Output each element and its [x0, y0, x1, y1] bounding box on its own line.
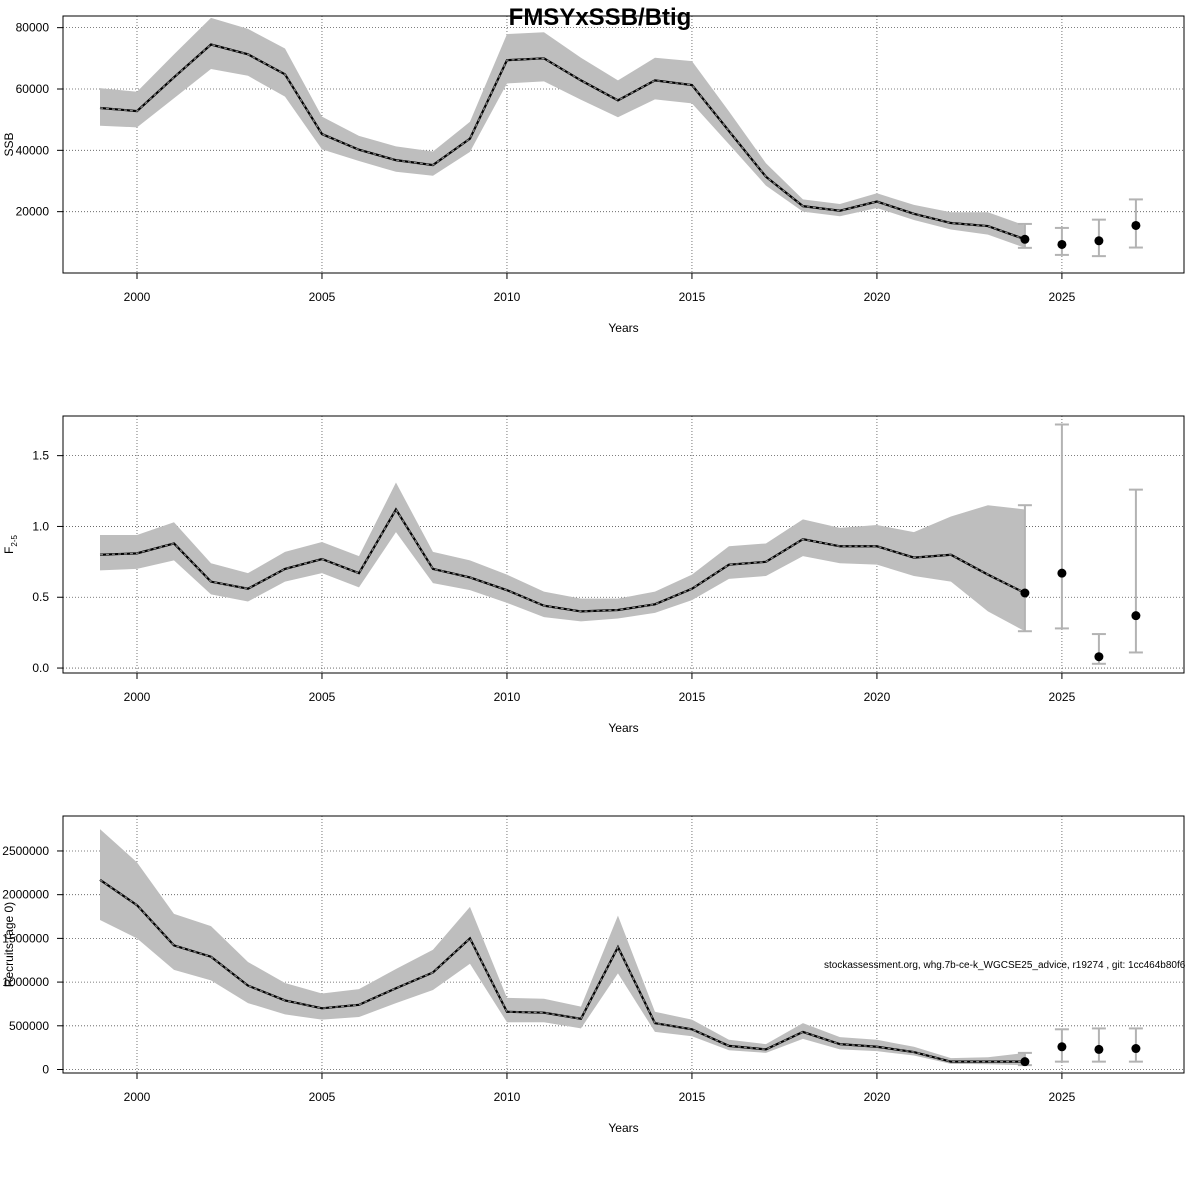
f-y-tick-label: 1.0 [32, 519, 49, 533]
recruits-x-tick-label: 2000 [124, 1090, 151, 1104]
fishing-mortality-panel: 2000 2005 2010 2015 2020 2025 0.0 0.5 1.0 1.5 Year… [2, 415, 1185, 735]
recruits-y-tick-label: 2000000 [2, 888, 49, 902]
recruits-x-tick-label: 2015 [679, 1090, 706, 1104]
recruitment-panel: 2000 2005 2010 2015 2020 2025 0 500000 1000000 15… [2, 815, 1185, 1135]
ssb-x-tick-label: 2005 [309, 290, 336, 304]
f-plot-frame [62, 415, 1185, 674]
recruits-x-tick-label: 2025 [1049, 1090, 1076, 1104]
recruits-x-tick-label: 2020 [864, 1090, 891, 1104]
ssb-x-tick-label: 2025 [1049, 290, 1076, 304]
ssb-confidence-band [99, 17, 1025, 248]
f-y-tick-label: 1.5 [32, 449, 49, 463]
recruits-forecast-point [1020, 1057, 1030, 1067]
ssb-plot-frame [62, 15, 1185, 274]
f-forecast-point [1020, 588, 1030, 598]
recruits-y-axis-label: Recruits (age 0) [2, 902, 16, 987]
f-confidence-band [99, 482, 1025, 632]
ssb-panel: 2000 2005 2010 2015 2020 2025 20000 40000 60000 8… [2, 15, 1185, 335]
recruits-y-tick-label: 0 [42, 1063, 49, 1077]
f-x-tick-label: 2025 [1049, 690, 1076, 704]
recruits-confidence-band [99, 829, 1025, 1066]
f-x-tick-label: 2005 [309, 690, 336, 704]
recruits-x-tick-label: 2010 [494, 1090, 521, 1104]
ssb-x-axis-label: Years [608, 321, 638, 335]
ssb-estimate-line-dash [99, 43, 1026, 240]
f-x-tick-label: 2015 [679, 690, 706, 704]
recruits-forecast-point [1094, 1044, 1104, 1054]
recruits-x-axis-label: Years [608, 1121, 638, 1135]
ssb-y-tick-label: 60000 [16, 82, 50, 96]
f-x-tick-label: 2010 [494, 690, 521, 704]
ssb-x-tick-label: 2000 [124, 290, 151, 304]
recruits-x-tick-label: 2005 [309, 1090, 336, 1104]
recruits-y-tick-label: 500000 [9, 1019, 49, 1033]
recruits-estimate-line-dash [99, 879, 1025, 1063]
f-forecast-point [1057, 568, 1067, 578]
f-forecast-point [1131, 611, 1141, 621]
recruits-forecast-point [1057, 1042, 1067, 1052]
f-y-axis-label-subscript: 2-5 [10, 534, 19, 546]
ssb-y-axis-label: SSB [2, 132, 16, 156]
f-estimate-line-dash [99, 508, 1026, 613]
recruits-y-tick-label: 2500000 [2, 844, 49, 858]
ssb-x-tick-label: 2010 [494, 290, 521, 304]
f-x-tick-label: 2020 [864, 690, 891, 704]
ssb-forecast-point [1057, 239, 1067, 249]
recruits-plot-frame [62, 815, 1185, 1074]
f-x-axis-label: Years [608, 721, 638, 735]
ssb-forecast-point [1020, 234, 1030, 244]
recruits-y-tick-label: 1500000 [2, 931, 49, 945]
ssb-forecast-point [1094, 236, 1104, 246]
footnote: stockassessment.org, whg.7b-ce-k_WGCSE25… [824, 960, 1186, 971]
f-x-tick-label: 2000 [124, 690, 151, 704]
ssb-forecast-point [1131, 220, 1141, 230]
recruits-y-tick-label: 1000000 [2, 975, 49, 989]
f-y-tick-label: 0.5 [32, 590, 49, 604]
ssb-x-tick-label: 2015 [679, 290, 706, 304]
ssb-y-tick-label: 80000 [16, 21, 50, 35]
f-y-tick-label: 0.0 [32, 661, 49, 675]
ssb-x-tick-label: 2020 [864, 290, 891, 304]
ssb-y-tick-label: 40000 [16, 143, 50, 157]
f-forecast-point [1094, 652, 1104, 662]
figure-title: FMSYxSSB/Btig [509, 4, 692, 31]
ssb-y-tick-label: 20000 [16, 205, 50, 219]
recruits-forecast-point [1131, 1044, 1141, 1054]
